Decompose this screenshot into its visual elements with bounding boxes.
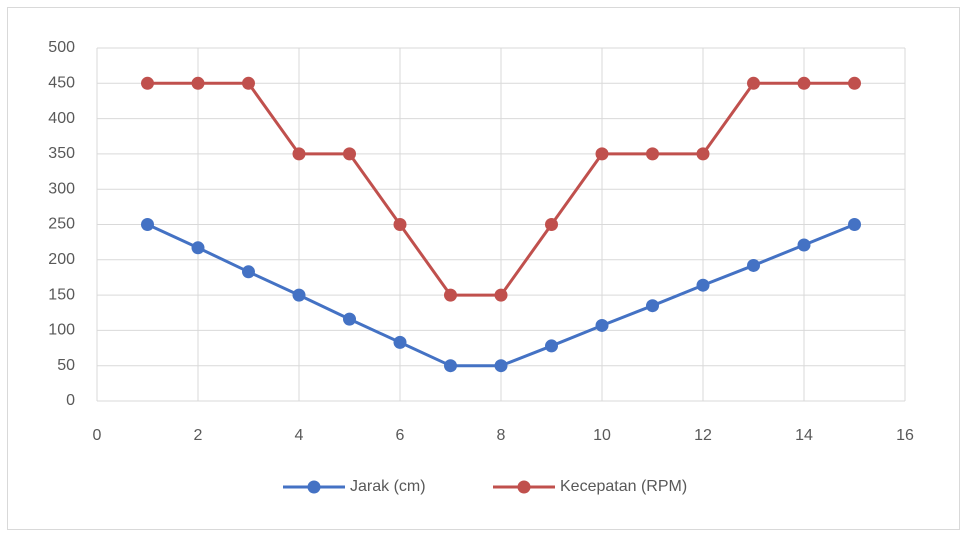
data-point [545,339,558,353]
data-point [797,76,811,90]
y-tick-label: 0 [66,392,75,409]
data-point [595,147,609,161]
y-tick-label: 50 [57,357,75,374]
x-tick-label: 8 [497,427,506,444]
data-point [343,312,356,326]
chart-frame [7,7,960,530]
data-point [141,76,154,90]
data-point [747,258,760,272]
y-tick-label: 450 [48,75,75,92]
data-point [242,265,255,279]
data-point [747,76,760,90]
y-tick-label: 100 [48,322,75,339]
data-point [646,147,659,161]
y-tick-label: 400 [48,110,75,127]
y-tick-label: 300 [48,180,75,197]
legend-marker [517,480,531,494]
data-point [696,278,710,292]
x-tick-label: 0 [93,427,102,444]
data-point [494,288,508,302]
data-point [797,238,811,252]
data-point [141,218,154,231]
x-tick-label: 2 [194,427,203,444]
data-point [545,218,558,231]
legend-marker [307,480,321,494]
data-point [494,359,508,373]
data-point [444,359,457,373]
data-point [393,218,407,231]
data-point [191,76,205,90]
x-tick-label: 6 [396,427,405,444]
data-point [292,288,306,302]
data-point [393,335,407,349]
data-point [191,241,205,255]
x-tick-label: 10 [593,427,611,444]
legend-label: Kecepatan (RPM) [560,478,687,495]
y-tick-label: 350 [48,145,75,162]
x-tick-label: 16 [896,427,914,444]
x-tick-label: 14 [795,427,813,444]
x-tick-label: 12 [694,427,712,444]
legend-label: Jarak (cm) [350,478,426,495]
data-point [292,147,306,161]
x-tick-label: 4 [295,427,304,444]
data-point [848,76,861,90]
data-point [646,299,659,313]
y-tick-label: 250 [48,216,75,233]
data-point [444,288,457,302]
y-tick-label: 200 [48,251,75,268]
y-tick-label: 150 [48,286,75,303]
data-point [696,147,710,161]
data-point [242,76,255,90]
data-point [343,147,356,161]
data-point [848,218,861,231]
y-tick-label: 500 [48,39,75,56]
data-point [595,318,609,332]
